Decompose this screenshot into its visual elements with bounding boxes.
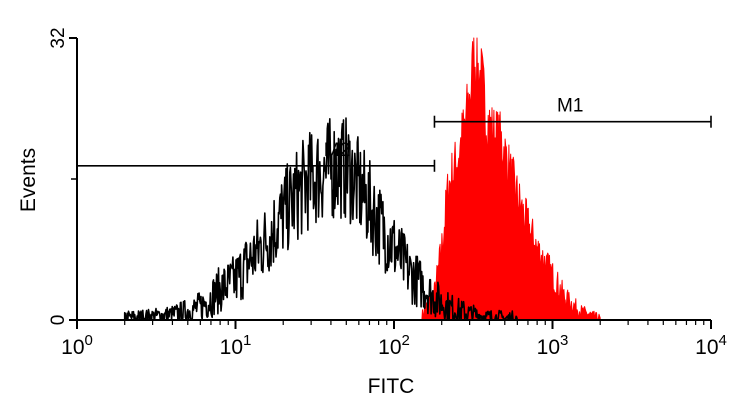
marker-m2-label: M2 — [324, 140, 350, 161]
x-tick-label: 104 — [695, 332, 727, 359]
x-tick-label: 100 — [61, 332, 93, 359]
markers: M1 M2 — [76, 96, 712, 172]
plot-area — [123, 37, 601, 321]
y-axis-label: Events — [17, 148, 40, 212]
x-axis-label: FITC — [368, 375, 415, 398]
marker-m1-label: M1 — [557, 96, 583, 117]
x-tick-label: 101 — [220, 332, 252, 359]
series-1-histogram — [421, 37, 601, 321]
y-tick-label: 0 — [48, 315, 69, 326]
series-0-histogram — [123, 117, 519, 321]
axes: 0 32 100 101 102 103 104 — [48, 27, 727, 359]
y-tick-label: 32 — [48, 27, 69, 48]
x-tick-label: 102 — [378, 332, 410, 359]
x-tick-label: 103 — [537, 332, 569, 359]
